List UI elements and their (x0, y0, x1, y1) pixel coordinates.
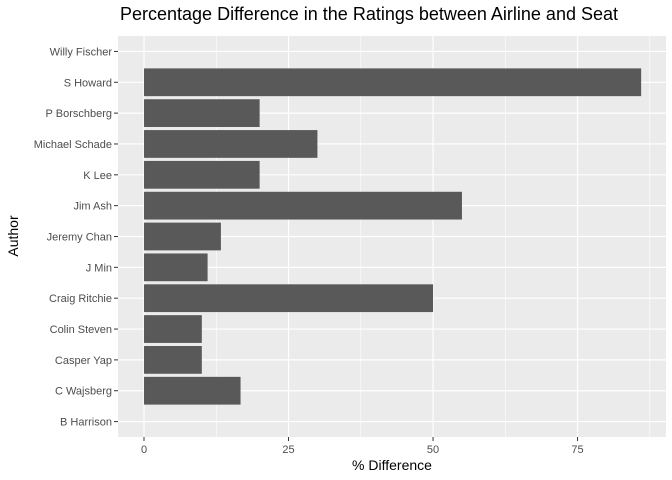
bar (144, 315, 202, 343)
y-tick-label: J Min (86, 262, 112, 274)
x-tick-label: 50 (427, 444, 439, 456)
y-tick-label: Casper Yap (55, 355, 112, 367)
bar (144, 99, 260, 127)
bar (144, 346, 202, 374)
y-tick-label: Jim Ash (73, 201, 112, 213)
x-axis-title: % Difference (352, 457, 432, 473)
y-tick-label: K Lee (83, 170, 112, 182)
x-tick-label: 0 (141, 444, 147, 456)
y-tick-label: S Howard (64, 77, 112, 89)
chart-title: Percentage Difference in the Ratings bet… (120, 4, 618, 24)
bar (144, 68, 642, 97)
bar (144, 284, 434, 313)
bar (144, 253, 208, 282)
y-tick-label: Willy Fischer (50, 46, 113, 58)
y-tick-label: Craig Ritchie (49, 293, 112, 305)
y-tick-label: C Wajsberg (55, 386, 112, 398)
y-tick-label: Colin Steven (50, 324, 112, 336)
y-tick-label: B Harrison (60, 417, 112, 429)
y-tick-label: P Borschberg (46, 108, 112, 120)
x-axis: 0 25 50 75 (141, 437, 584, 456)
bars (144, 68, 642, 405)
x-tick-label: 25 (282, 444, 294, 456)
x-tick-label: 75 (571, 444, 583, 456)
bar (144, 376, 241, 405)
bar (144, 130, 318, 158)
y-axis-title: Author (5, 215, 21, 257)
y-tick-label: Jeremy Chan (47, 232, 112, 244)
y-axis: B Harrison C Wajsberg Casper Yap Colin Stev… (34, 46, 118, 429)
bar (144, 160, 260, 189)
y-tick-label: Michael Schade (34, 139, 112, 151)
bar (144, 222, 221, 251)
bar (144, 191, 462, 220)
